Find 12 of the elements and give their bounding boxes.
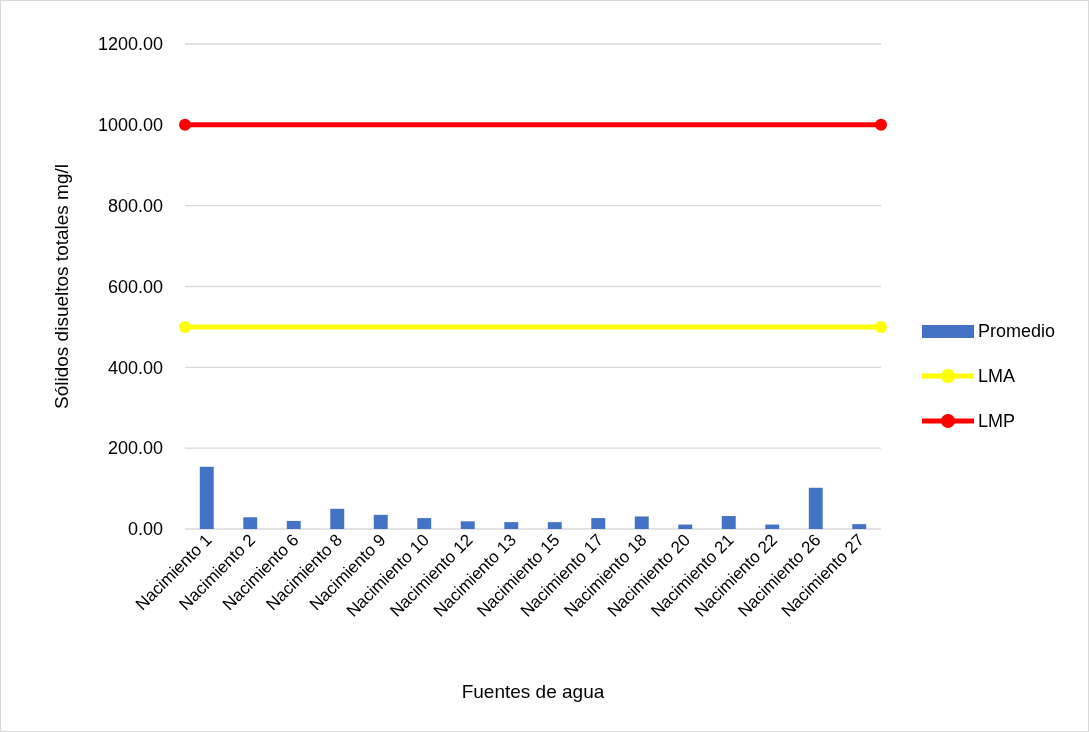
y-axis-title: Sólidos disueltos totales mg/l bbox=[51, 163, 72, 410]
x-axis-title: Fuentes de agua bbox=[461, 681, 605, 702]
legend-label: LMA bbox=[978, 366, 1016, 387]
y-tick-label: 800.00 bbox=[107, 195, 163, 216]
legend-label: Promedio bbox=[978, 321, 1056, 342]
y-tick-label: 0.00 bbox=[127, 519, 163, 540]
legend-label: LMP bbox=[978, 411, 1016, 432]
y-tick-label: 600.00 bbox=[107, 276, 163, 297]
y-tick-label: 400.00 bbox=[107, 357, 163, 378]
y-tick-label: 200.00 bbox=[107, 438, 163, 459]
y-tick-label: 1000.00 bbox=[97, 115, 163, 136]
y-tick-label: 1200.00 bbox=[97, 34, 163, 55]
